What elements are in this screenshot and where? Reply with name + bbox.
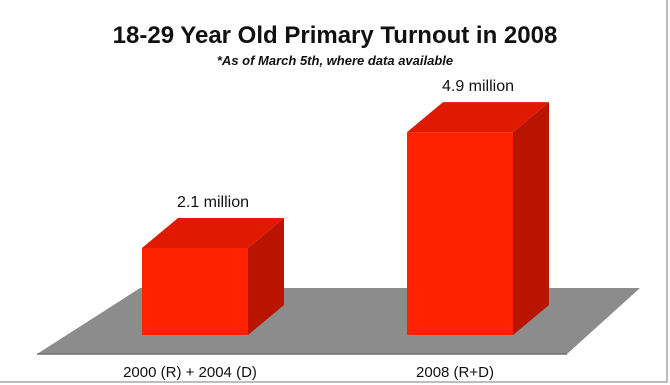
data-label: 2.1 million xyxy=(177,194,249,211)
chart-subtitle: *As of March 5th, where data available xyxy=(216,53,454,68)
data-label: 4.9 million xyxy=(442,78,514,95)
chart-floor xyxy=(37,288,640,354)
bar-top-face xyxy=(407,102,549,133)
bar-front-face xyxy=(407,132,513,335)
bar-1 xyxy=(142,218,284,335)
bars-group xyxy=(142,102,549,335)
bar-2 xyxy=(407,102,549,335)
bar-side-face xyxy=(248,218,284,335)
chart-title: 18-29 Year Old Primary Turnout in 2008 xyxy=(112,22,558,49)
bar-top-face xyxy=(142,218,284,249)
category-label: 2000 (R) + 2004 (D) xyxy=(123,364,257,381)
bar-side-face xyxy=(513,102,549,335)
category-label: 2008 (R+D) xyxy=(416,364,494,381)
labels-group: 2.1 million 2000 (R) + 2004 (D) 4.9 millio… xyxy=(123,78,514,381)
bar-front-face xyxy=(142,248,248,335)
